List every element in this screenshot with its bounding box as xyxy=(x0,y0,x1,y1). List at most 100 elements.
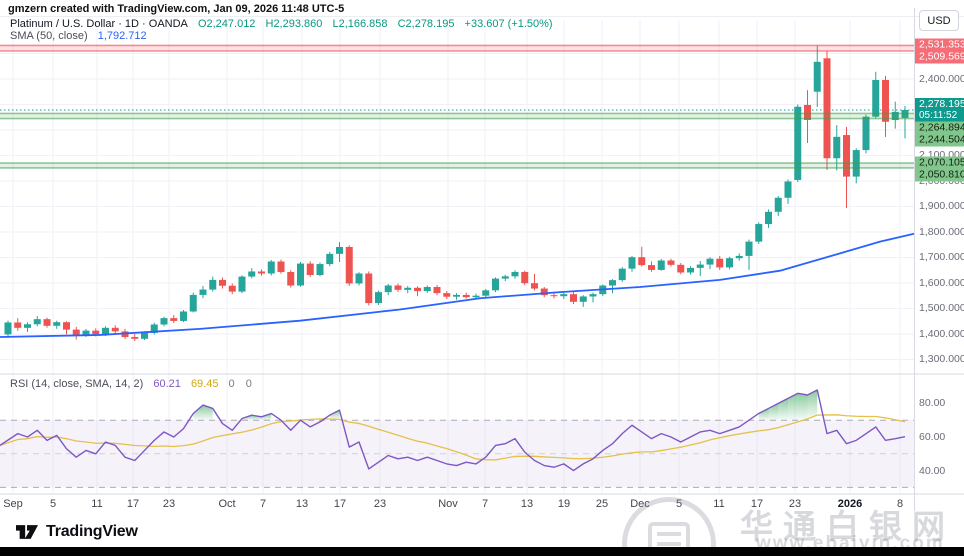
time-tick-label: Sep xyxy=(3,498,23,510)
time-tick-label: 23 xyxy=(162,498,176,510)
rsi-ma-line xyxy=(0,414,906,461)
price-zone-green xyxy=(0,162,914,169)
candle-body xyxy=(336,246,343,254)
candle-body xyxy=(375,292,382,304)
candle-body xyxy=(589,294,597,297)
candle-body xyxy=(882,79,889,122)
ohlc-close: C2,278.195 xyxy=(397,18,455,30)
candle-body xyxy=(423,287,431,292)
price-tick-label: 1,300.000 xyxy=(919,353,964,366)
candle-body xyxy=(570,294,577,302)
candle-body xyxy=(755,224,763,242)
ohlc-open: O2,247.012 xyxy=(197,18,256,30)
tradingview-wordmark: TradingView xyxy=(46,523,138,540)
sma50-line xyxy=(0,232,915,338)
candle-body xyxy=(53,322,61,326)
candle-body xyxy=(150,324,158,333)
time-tick-label: 11 xyxy=(713,498,725,510)
sma-value: 1,792.712 xyxy=(97,30,147,42)
candle-body xyxy=(706,258,714,265)
candle-body xyxy=(414,287,421,292)
candle-body xyxy=(813,61,821,92)
tradingview-mark-icon xyxy=(16,524,38,539)
price-value-label-green: 2,050.810 xyxy=(915,168,964,182)
candle-body xyxy=(102,327,109,335)
time-tick-label: 17 xyxy=(750,498,764,510)
candle-body xyxy=(657,260,665,270)
candle-body xyxy=(550,295,558,297)
candle-body xyxy=(72,329,80,336)
candle-body xyxy=(297,263,304,286)
time-tick-label: 23 xyxy=(788,498,802,510)
candle-body xyxy=(365,273,373,304)
candle-body xyxy=(267,261,275,274)
time-tick-label: 2026 xyxy=(837,498,863,510)
rsi-legend[interactable]: RSI (14, close, SMA, 14, 2) 60.21 69.45 … xyxy=(10,378,256,390)
price-value-label-green: 2,264.894 xyxy=(915,121,964,134)
candle-body xyxy=(677,264,685,273)
candle-body xyxy=(228,285,236,292)
candle-body xyxy=(501,276,509,279)
candle-body xyxy=(180,311,187,321)
candle-body xyxy=(238,276,246,292)
candle-body xyxy=(891,111,899,120)
rsi-value: 60.21 xyxy=(153,378,181,390)
time-tick-label: 5 xyxy=(675,498,683,510)
candle-body xyxy=(160,318,168,325)
candle-body xyxy=(199,289,207,295)
candle-body xyxy=(443,293,451,297)
candle-body xyxy=(862,116,870,151)
candle-body xyxy=(43,319,51,326)
candle-body xyxy=(209,279,217,290)
candle-body xyxy=(384,285,392,293)
credit-line: gmzern created with TradingView.com, Jan… xyxy=(8,3,345,15)
candle-body xyxy=(453,294,460,297)
candle-body xyxy=(618,268,626,281)
candle-body xyxy=(92,330,100,335)
time-tick-label: 5 xyxy=(49,498,57,510)
rsi-ma-value: 69.45 xyxy=(190,378,219,390)
candle-body xyxy=(189,294,197,312)
candle-body xyxy=(628,257,636,269)
candle-body xyxy=(472,295,480,298)
price-scale-border xyxy=(914,8,915,511)
time-tick-label: 8 xyxy=(896,498,904,510)
candle-body xyxy=(687,267,694,273)
candle-body xyxy=(833,136,841,159)
candle-body xyxy=(804,104,811,120)
time-tick-label: Nov xyxy=(438,498,458,510)
tradingview-logo[interactable]: TradingView xyxy=(16,523,138,541)
candle-body xyxy=(579,296,587,302)
price-tick-label: 1,600.000 xyxy=(919,276,964,289)
price-zone-red xyxy=(0,44,914,52)
price-tick-label: 1,800.000 xyxy=(919,225,964,238)
time-tick-label: Dec xyxy=(630,498,650,510)
candle-body xyxy=(131,336,139,339)
time-tick-label: 7 xyxy=(481,498,489,510)
currency-toggle-button[interactable]: USD xyxy=(919,10,959,31)
candle-body xyxy=(4,322,12,335)
price-value-label-red: 2,509.569 xyxy=(915,50,964,64)
sma-legend[interactable]: SMA (50, close) 1,792.712 xyxy=(10,30,147,42)
time-tick-label: 23 xyxy=(373,498,387,510)
candle-body xyxy=(745,241,753,256)
candle-body xyxy=(345,246,353,284)
sma-label: SMA (50, close) xyxy=(10,30,88,42)
candle-body xyxy=(872,79,880,117)
candle-body xyxy=(735,255,743,259)
candle-body xyxy=(774,197,782,212)
ohlc-change: +33.607 (+1.50%) xyxy=(464,18,553,30)
price-tick-label: 1,400.000 xyxy=(919,327,964,340)
time-tick-label: 17 xyxy=(333,498,347,510)
candle-body xyxy=(326,253,334,265)
candle-body xyxy=(277,261,285,272)
candle-body xyxy=(492,278,499,291)
candle-body xyxy=(258,271,265,274)
candle-body xyxy=(638,257,646,266)
candle-body xyxy=(667,260,675,265)
symbol-legend[interactable]: Platinum / U.S. Dollar · 1D · OANDA O2,2… xyxy=(10,18,560,30)
candle-body xyxy=(82,330,90,336)
symbol-title: Platinum / U.S. Dollar · 1D · OANDA xyxy=(10,18,188,30)
